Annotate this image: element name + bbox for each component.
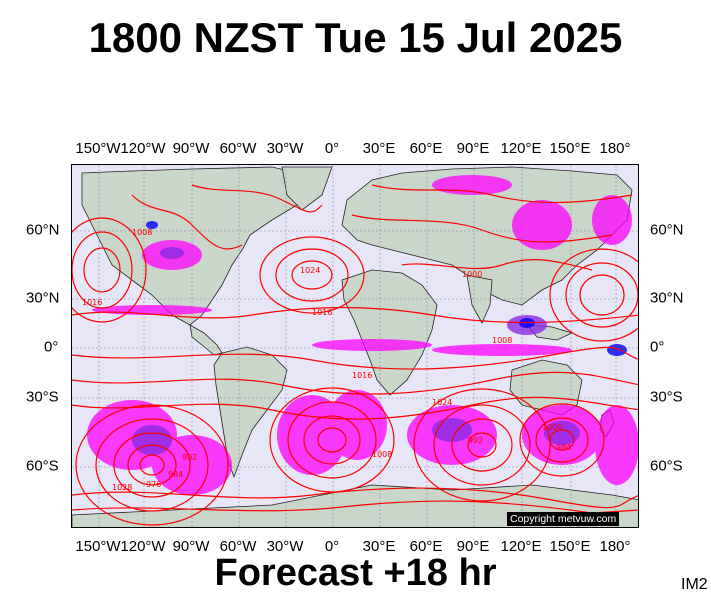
lat-label-left: 30°N — [26, 289, 60, 307]
isobar-label: 976 — [146, 480, 161, 489]
lat-label-left: 60°N — [26, 221, 60, 239]
isobar-label: 1028 — [112, 483, 132, 492]
lon-label-top: 30°E — [362, 140, 396, 157]
isobar-label: 1016 — [82, 298, 102, 307]
isobar-label: 1000 — [462, 270, 482, 279]
forecast-label: Forecast +18 hr — [214, 552, 497, 594]
precipitation — [87, 175, 638, 495]
central-america — [189, 324, 223, 356]
isobar-label: 984 — [168, 470, 183, 479]
lat-label-left: 60°S — [26, 457, 59, 475]
lon-label-bottom: 0° — [324, 538, 340, 555]
isobar-label: 1016 — [312, 308, 332, 317]
lat-label-left: 0° — [44, 338, 59, 356]
eurasia — [341, 166, 633, 306]
isobar-label: 1008 — [492, 336, 512, 345]
isobar-label: 1024 — [300, 266, 320, 275]
lon-label-top: 60°W — [219, 140, 257, 157]
lon-label-top: 90°E — [456, 140, 490, 157]
lat-label-right: 30°N — [650, 289, 684, 307]
lon-label-top: 120°W — [120, 140, 166, 157]
map-svg: 1016 1008 1024 1016 1000 1008 992 984 97… — [72, 165, 638, 527]
lat-label-right: 60°S — [650, 457, 683, 475]
isobar-label: 1000 — [542, 423, 562, 432]
isobar-label: 992 — [468, 436, 483, 445]
isobar-label: 1024 — [432, 398, 452, 407]
lon-label-bottom: 150°W — [75, 538, 121, 555]
isobar-label: 1008 — [372, 450, 392, 459]
lon-label-bottom: 90°W — [172, 538, 210, 555]
lat-label-right: 30°S — [650, 388, 683, 406]
isobar-label: 992 — [182, 453, 197, 462]
isobar-labels: 1016 1008 1024 1016 1000 1008 992 984 97… — [82, 228, 571, 492]
lon-label-top: 90°W — [172, 140, 210, 157]
lon-label-bottom: 120°E — [500, 538, 542, 555]
lon-label-top: 60°E — [409, 140, 443, 157]
lat-label-right: 60°N — [650, 221, 684, 239]
isobar-label: 1016 — [352, 371, 372, 380]
weather-map: 1016 1008 1024 1016 1000 1008 992 984 97… — [71, 164, 639, 528]
isobars — [72, 184, 638, 526]
india — [466, 274, 493, 324]
isobar-label: 984 — [556, 443, 571, 452]
lon-label-top: 120°E — [500, 140, 542, 157]
lat-label-left: 30°S — [26, 388, 59, 406]
lon-label-bottom: 30°E — [362, 538, 396, 555]
lon-label-top: 150°E — [549, 140, 591, 157]
lon-label-bottom: 60°W — [219, 538, 257, 555]
chart-code: IM2 — [681, 576, 708, 593]
lon-label-top: 180° — [599, 140, 631, 157]
lon-label-bottom: 180° — [599, 538, 631, 555]
lon-label-bottom: 90°E — [456, 538, 490, 555]
map-title: 1800 NZST Tue 15 Jul 2025 — [88, 14, 623, 61]
lon-label-bottom: 30°W — [266, 538, 304, 555]
copyright-badge: Copyright metvuw.com — [507, 512, 620, 526]
lon-label-bottom: 60°E — [409, 538, 443, 555]
lon-label-bottom: 120°W — [120, 538, 166, 555]
isobar-label: 1008 — [132, 228, 152, 237]
lon-label-top: 150°W — [75, 140, 121, 157]
lon-label-top: 0° — [324, 140, 340, 157]
africa — [341, 269, 438, 396]
lon-label-bottom: 150°E — [549, 538, 591, 555]
lat-label-right: 0° — [650, 338, 665, 356]
lon-label-top: 30°W — [266, 140, 304, 157]
